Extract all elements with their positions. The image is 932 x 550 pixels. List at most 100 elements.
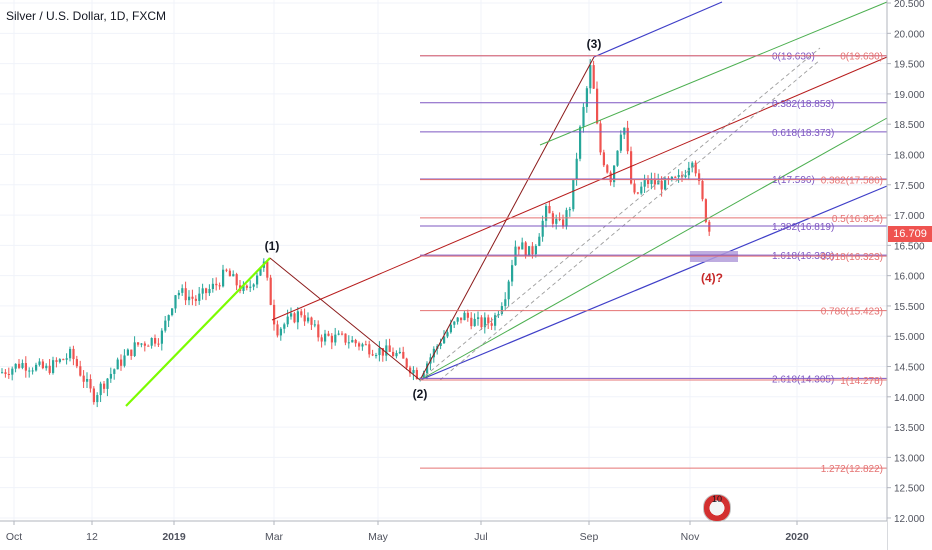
candle-body — [473, 318, 476, 327]
candle-body — [660, 180, 663, 190]
candle-body — [704, 199, 707, 222]
candle-body — [109, 373, 112, 379]
candle-body — [701, 180, 704, 200]
candle-body — [232, 274, 235, 277]
candle-body — [245, 285, 248, 288]
candle-body — [347, 342, 350, 344]
candle-body — [670, 176, 673, 180]
candle-body — [327, 333, 330, 336]
candle-body — [62, 359, 65, 361]
candle-body — [225, 269, 228, 271]
candle-body — [293, 313, 296, 323]
candle-body — [596, 88, 599, 124]
candle-body — [558, 218, 561, 220]
candle-body — [640, 186, 643, 194]
candle-body — [86, 379, 89, 382]
candle-body — [541, 220, 544, 237]
candle-body — [562, 219, 565, 227]
candle-body — [385, 345, 388, 356]
candle-body — [79, 366, 82, 376]
candle-body — [167, 315, 170, 321]
candle-body — [143, 343, 146, 346]
chart-title: Silver / U.S. Dollar, 1D, FXCM — [6, 9, 167, 23]
candle-body — [422, 373, 425, 379]
candle-body — [708, 221, 711, 232]
fib-extension-label: 0.382(17.586) — [821, 176, 883, 187]
candle-body — [623, 127, 626, 135]
candle-body — [211, 283, 214, 289]
candle-body — [483, 317, 486, 328]
y-tick-label: 13.000 — [894, 453, 925, 464]
candle-body — [375, 355, 378, 357]
candle-body — [113, 369, 116, 374]
y-tick-label: 15.500 — [894, 302, 925, 313]
candle-body — [106, 378, 109, 389]
candle-body — [341, 333, 344, 335]
candle-body — [572, 178, 575, 210]
candle-body — [208, 288, 211, 294]
candle-body — [14, 363, 17, 369]
candle-body — [477, 317, 480, 319]
candle-body — [330, 335, 333, 343]
fib-retracement-label: 0.618(18.373) — [772, 128, 834, 139]
candle-body — [279, 328, 282, 336]
candle-body — [310, 317, 313, 325]
candle-body — [694, 162, 697, 174]
candle-body — [497, 313, 500, 316]
price-axis[interactable]: 12.000 12.500 13.000 13.500 14.000 14.500 15.0… — [886, 0, 932, 550]
candle-body — [252, 284, 255, 287]
candle-body — [296, 311, 299, 323]
candle-body — [507, 281, 510, 300]
time-axis[interactable]: Oct 12 2019 Mar May Jul Sep Nov 2020 — [0, 520, 887, 550]
x-tick-label: Jul — [474, 531, 487, 543]
candle-body — [344, 333, 347, 343]
candle-body — [426, 363, 429, 374]
us-flag-icon[interactable] — [703, 494, 731, 522]
wave-label: (4)? — [701, 271, 723, 285]
candle-body — [470, 317, 473, 327]
candle-body — [456, 317, 459, 322]
candle-body — [154, 337, 157, 344]
candle-body — [45, 365, 48, 369]
candle-body — [630, 151, 633, 184]
candle-body — [160, 330, 163, 344]
x-tick-label: 2019 — [162, 531, 186, 543]
candle-body — [24, 363, 27, 371]
candle-body — [698, 173, 701, 181]
fib-retracement-label: 1(17.596) — [772, 175, 815, 186]
candle-body — [609, 172, 612, 183]
candle-body — [398, 351, 401, 354]
candle-body — [4, 372, 7, 374]
candle-body — [286, 316, 289, 325]
candle-body — [194, 298, 197, 301]
fib-retracement-label: 1.618(16.339) — [772, 251, 834, 262]
candle-body — [636, 192, 639, 194]
candle-body — [96, 395, 99, 403]
wave-label: (1) — [265, 239, 280, 253]
candle-body — [487, 317, 490, 324]
candle-body — [494, 315, 497, 326]
candle-body — [643, 179, 646, 187]
candle-body — [602, 152, 605, 166]
candle-body — [551, 213, 554, 224]
y-tick-label: 19.500 — [894, 60, 925, 71]
fib-retracement-label: 1.382(16.819) — [772, 222, 834, 233]
x-tick-label: Oct — [6, 531, 22, 543]
x-tick-label: Nov — [681, 531, 700, 543]
candle-body — [555, 218, 558, 224]
y-tick-label: 14.500 — [894, 363, 925, 374]
candle-body — [82, 375, 85, 382]
candle-body — [1, 372, 4, 374]
y-tick-label: 20.000 — [894, 29, 925, 40]
candle-body — [402, 351, 405, 359]
candle-body — [191, 296, 194, 299]
channel-green-upper — [539, 1, 888, 146]
candle-body — [364, 344, 367, 346]
x-tick-label: 12 — [86, 531, 98, 543]
wave-2-3-line — [419, 56, 595, 381]
candle-body — [218, 285, 221, 287]
candle-body — [579, 126, 582, 159]
candle-body — [103, 383, 106, 389]
candle-body — [517, 246, 520, 250]
